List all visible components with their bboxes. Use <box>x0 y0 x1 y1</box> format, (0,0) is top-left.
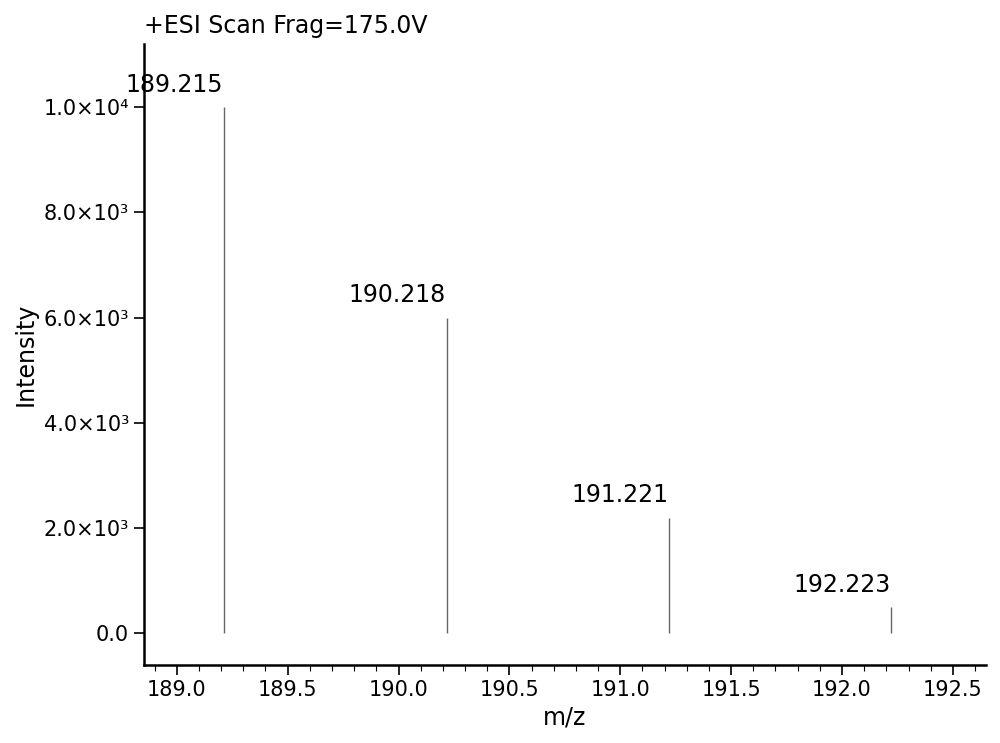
Text: 190.218: 190.218 <box>348 283 446 307</box>
Y-axis label: Intensity: Intensity <box>14 303 38 406</box>
Text: 189.215: 189.215 <box>126 73 223 97</box>
Text: 191.221: 191.221 <box>571 483 668 507</box>
X-axis label: m/z: m/z <box>543 705 587 729</box>
Text: 192.223: 192.223 <box>793 573 890 597</box>
Text: +ESI Scan Frag=175.0V: +ESI Scan Frag=175.0V <box>144 14 427 38</box>
